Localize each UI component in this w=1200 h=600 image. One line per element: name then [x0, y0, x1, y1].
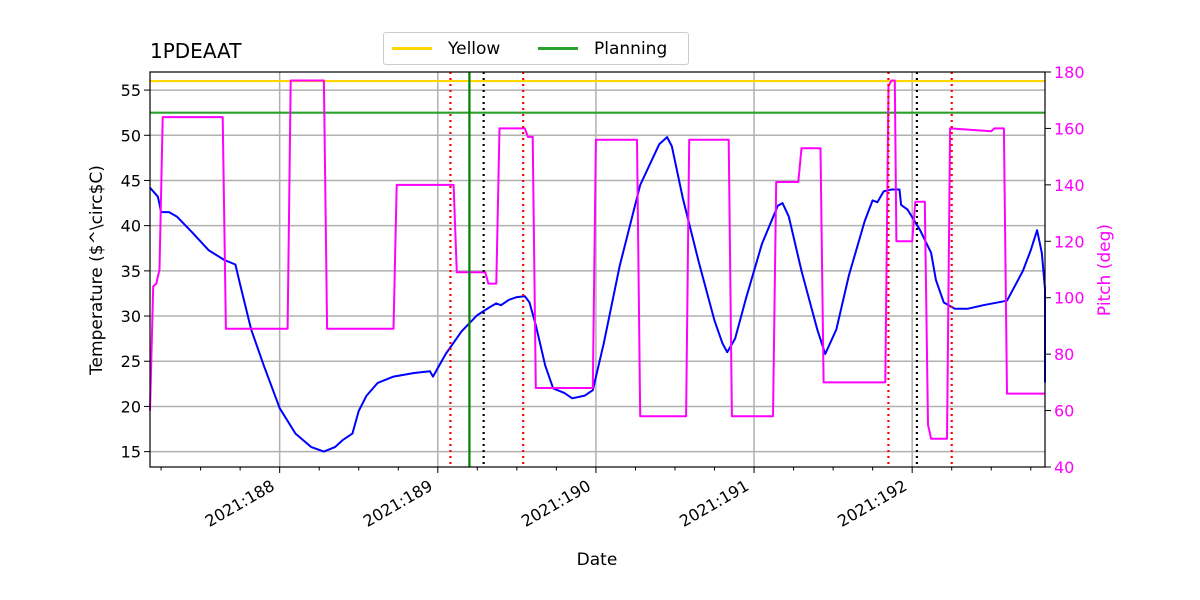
y-tick-label-left: 15 [121, 443, 141, 462]
y-tick-label-right: 80 [1054, 345, 1074, 364]
series-pitch-line [149, 79, 1045, 440]
y-tick-label-left: 50 [121, 126, 141, 145]
series-lines [149, 79, 1046, 453]
y-tick-label-left: 40 [121, 217, 141, 236]
legend-item-yellow: Yellow [392, 33, 500, 64]
left-axis-ticks: 15 20 25 30 35 40 45 50 55 [121, 81, 150, 462]
x-tick-label: 2021:188 [202, 476, 278, 531]
right-axis-ticks: 40 60 80 100 120 140 160 180 [1045, 63, 1085, 477]
y-tick-label-right: 120 [1054, 232, 1085, 251]
legend-swatch-planning [538, 47, 578, 50]
y-tick-label-left: 45 [121, 171, 141, 190]
x-axis-label: Date [577, 550, 618, 570]
y-tick-label-right: 40 [1054, 458, 1074, 477]
grid-lines [150, 72, 1045, 467]
plot-frame [149, 71, 1046, 468]
x-tick-label: 2021:190 [518, 476, 594, 531]
legend-label-yellow: Yellow [448, 38, 501, 59]
chart-title: 1PDEAAT [150, 39, 242, 63]
legend-item-planning: Planning [538, 33, 667, 64]
y-tick-label-right: 160 [1054, 119, 1085, 138]
y-tick-label-right: 180 [1054, 63, 1085, 82]
limit-lines [150, 79, 1045, 114]
y-tick-label-left: 20 [121, 397, 141, 416]
legend: Yellow Planning [383, 32, 689, 65]
y-tick-label-left: 55 [121, 81, 141, 100]
x-tick-label: 2021:191 [676, 476, 752, 531]
y-tick-label-right: 140 [1054, 176, 1085, 195]
y-axis-label-left: Temperature ($^\circ$C) [87, 165, 107, 376]
event-lines [449, 72, 953, 467]
y-tick-label-left: 35 [121, 262, 141, 281]
x-axis-ticks: 2021:188 2021:189 2021:190 2021:191 2021:192 [160, 467, 1032, 531]
x-tick-label: 2021:189 [360, 476, 436, 531]
x-tick-label: 2021:192 [834, 476, 910, 531]
legend-label-planning: Planning [594, 38, 668, 59]
y-tick-label-left: 25 [121, 352, 141, 371]
y-tick-label-left: 30 [121, 307, 141, 326]
series-temperature-line [149, 136, 1046, 453]
y-axis-label-right: Pitch (deg) [1095, 224, 1115, 316]
legend-swatch-yellow [392, 47, 432, 50]
y-tick-label-right: 60 [1054, 402, 1074, 421]
y-tick-label-right: 100 [1054, 289, 1085, 308]
